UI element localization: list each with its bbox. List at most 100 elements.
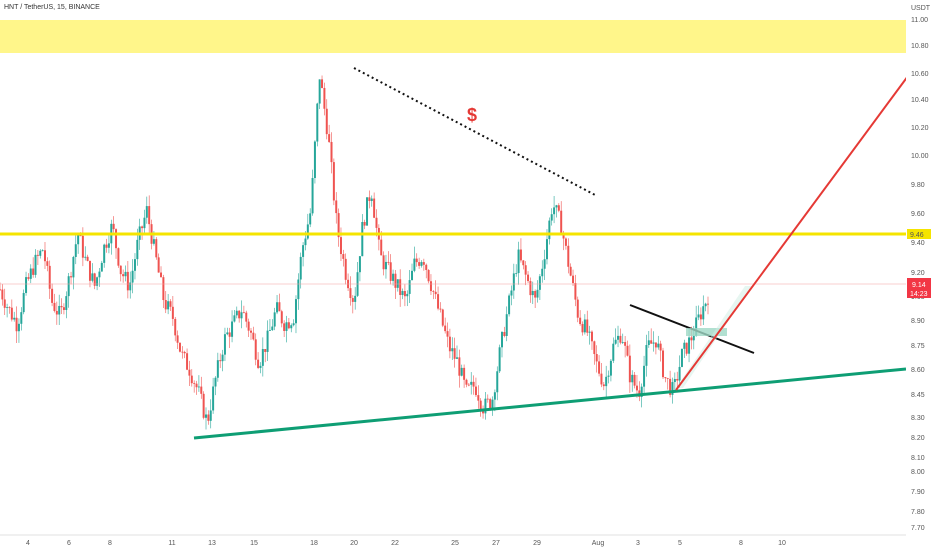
candle-body	[302, 245, 305, 257]
price-tick-label: 9.40	[911, 240, 925, 247]
candle-body	[276, 302, 279, 313]
time-tick-label: 10	[778, 540, 786, 547]
candle-body	[294, 299, 297, 324]
candle-body	[541, 268, 544, 277]
candle-body	[259, 365, 262, 368]
candle-body	[157, 257, 160, 273]
candle-body	[311, 178, 314, 214]
candle-body	[344, 258, 347, 280]
candle-body	[510, 290, 513, 296]
candle-body	[375, 217, 378, 228]
descending-dotted-line[interactable]	[353, 67, 598, 197]
candle-body	[429, 281, 432, 292]
time-axis[interactable]: 4 6 8 11 13 15 18 20 22 25 27 29 Aug 3 5 8 10	[26, 540, 786, 547]
projection-line[interactable]	[675, 75, 909, 391]
candle-body	[342, 254, 345, 259]
candle-body	[27, 277, 30, 279]
candle-body	[702, 306, 705, 320]
candle-body	[122, 274, 125, 277]
candle-body	[688, 337, 691, 354]
candle-body	[91, 273, 94, 281]
candle-body	[332, 162, 335, 201]
candle-body	[527, 274, 530, 282]
candle-body	[439, 308, 442, 310]
price-tick-label: 8.10	[911, 455, 925, 462]
candle-body	[697, 314, 700, 318]
candle-body	[339, 237, 342, 255]
candle-body	[195, 383, 198, 388]
candle-body	[515, 273, 518, 274]
candle-body	[13, 317, 16, 320]
candle-body	[536, 289, 539, 298]
time-tick-label: 20	[350, 540, 358, 547]
candle-body	[249, 330, 252, 333]
candle-body	[493, 392, 496, 400]
candle-body	[437, 294, 440, 309]
dollar-annotation: $	[467, 105, 477, 125]
candle-body	[155, 239, 158, 258]
candle-body	[98, 271, 101, 278]
candle-body	[299, 256, 302, 280]
candle-body	[576, 299, 579, 318]
price-tick-label: 7.70	[911, 525, 925, 532]
candle-body	[93, 273, 96, 286]
price-axis-bg	[906, 0, 932, 550]
candle-body	[695, 317, 698, 336]
candle-body	[162, 277, 165, 301]
candle-body	[427, 269, 430, 282]
candle-body	[119, 265, 122, 275]
candle-body	[363, 221, 366, 226]
candle-body	[588, 331, 591, 333]
supply-zone	[0, 20, 906, 53]
candle-body	[200, 386, 203, 394]
level-tag-bg	[907, 229, 931, 239]
candle-body	[273, 312, 276, 327]
candle-body	[266, 330, 269, 352]
time-tick-label: 5	[678, 540, 682, 547]
price-tick-label: 11.00	[911, 17, 928, 24]
candle-body	[384, 261, 387, 270]
candle-body	[86, 256, 89, 261]
candle-body	[306, 224, 309, 239]
candle-body	[432, 291, 435, 292]
candle-body	[609, 360, 612, 376]
candle-body	[100, 262, 103, 272]
time-tick-label: Aug	[592, 540, 605, 547]
candle-body	[474, 386, 477, 396]
candle-body	[595, 354, 598, 362]
candle-body	[590, 331, 593, 342]
candle-body	[283, 323, 286, 331]
candle-body	[209, 410, 212, 421]
candle-body	[657, 343, 660, 348]
candle-body	[81, 235, 84, 258]
level-tag: 9.46	[910, 232, 924, 239]
candle-body	[160, 272, 163, 278]
candle-body	[624, 342, 627, 346]
candle-body	[219, 360, 222, 362]
candle-body	[242, 312, 245, 314]
candle-body	[678, 366, 681, 381]
candle-body	[605, 376, 608, 387]
candle-body	[628, 355, 631, 383]
candle-body	[446, 331, 449, 337]
candle-body	[337, 213, 340, 238]
price-tick-label: 10.60	[911, 71, 929, 78]
candle-body	[6, 307, 9, 309]
candle-body	[55, 310, 58, 315]
price-tick-label: 8.00	[911, 469, 925, 476]
candle-body	[545, 239, 548, 260]
candle-body	[70, 276, 73, 278]
candle-body	[207, 414, 210, 421]
candle-body	[231, 321, 234, 337]
candle-body	[458, 357, 461, 376]
candle-body	[1, 289, 4, 300]
candle-body	[112, 223, 115, 230]
candle-body	[188, 369, 191, 376]
candle-body	[285, 322, 288, 331]
candle-body	[477, 395, 480, 401]
support-trendline[interactable]	[193, 367, 907, 440]
candle-body	[399, 279, 402, 295]
candle-body	[8, 307, 11, 309]
candle-body	[420, 262, 423, 266]
